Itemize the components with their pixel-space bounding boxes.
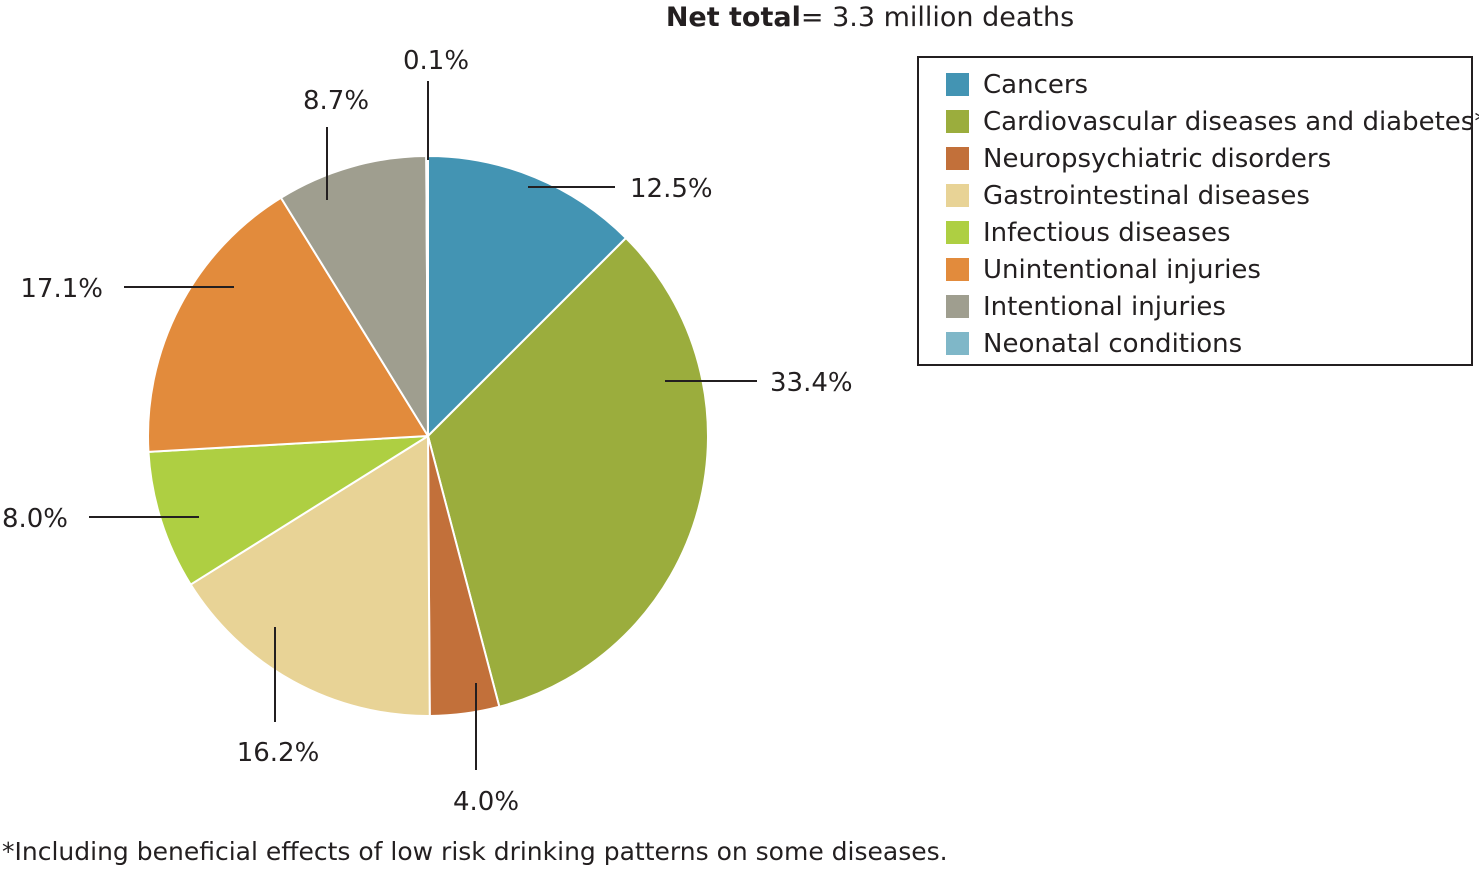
legend-item: Neonatal conditions <box>919 325 1471 362</box>
legend-label: Unintentional injuries <box>983 254 1261 285</box>
data-label: 4.0% <box>453 787 519 817</box>
legend-item: Intentional injuries <box>919 288 1471 325</box>
legend-swatch <box>946 332 969 355</box>
pie-slice-unintentional-injuries <box>147 196 429 453</box>
chart-title-rest: = 3.3 million deaths <box>800 2 1075 33</box>
legend: Cancers Cardiovascular diseases and diabe… <box>917 56 1479 366</box>
legend-label: Neonatal conditions <box>983 328 1243 359</box>
data-label: 12.5% <box>630 174 713 204</box>
legend-swatch <box>946 295 969 318</box>
legend-swatch <box>946 221 969 244</box>
legend-swatch <box>946 73 969 96</box>
legend-item: Gastrointestinal diseases <box>919 177 1471 214</box>
legend-swatch <box>946 184 969 207</box>
data-label: 8.7% <box>303 86 369 116</box>
data-label: 16.2% <box>237 738 320 768</box>
legend-swatch <box>946 258 969 281</box>
legend-item: Cardiovascular diseases and diabetes* <box>919 103 1479 140</box>
pie-slices <box>147 155 709 717</box>
pie-slice-intentional-injuries <box>279 155 429 437</box>
pie-slice-cardiovascular-diseases-and-diabetes <box>427 237 709 708</box>
legend-item: Neuropsychiatric disorders <box>919 140 1471 177</box>
pie-slice-infectious-diseases <box>147 435 429 586</box>
chart-title-bold: Net total <box>665 2 801 33</box>
legend-label: Cancers <box>983 69 1089 100</box>
legend-label: Neuropsychiatric disorders <box>983 143 1332 174</box>
data-label: 0.1% <box>403 46 469 76</box>
data-label: 8.0% <box>2 504 68 534</box>
legend-label: Cardiovascular diseases and diabetes* <box>983 106 1479 137</box>
legend-label: Infectious diseases <box>983 217 1231 248</box>
chart-title: Net total= 3.3 million deaths <box>660 0 1080 36</box>
legend-item: Cancers <box>919 66 1471 103</box>
legend-item: Infectious diseases <box>919 214 1471 251</box>
legend-swatch <box>946 110 969 133</box>
legend-item: Unintentional injuries <box>919 251 1471 288</box>
legend-label: Gastrointestinal diseases <box>983 180 1310 211</box>
data-label: 33.4% <box>770 368 853 398</box>
pie-labels: 12.5% 33.4% 4.0% 16.2% 8.0% 17.1% 8.7% 0.1% <box>2 46 853 817</box>
data-label: 17.1% <box>20 274 103 304</box>
legend-swatch <box>946 147 969 170</box>
legend-label: Intentional injuries <box>983 291 1226 322</box>
pie-slice-gastrointestinal-diseases <box>189 435 431 717</box>
footnote: *Including beneficial effects of low ris… <box>2 837 948 866</box>
pie-slice-cancers <box>427 155 627 437</box>
